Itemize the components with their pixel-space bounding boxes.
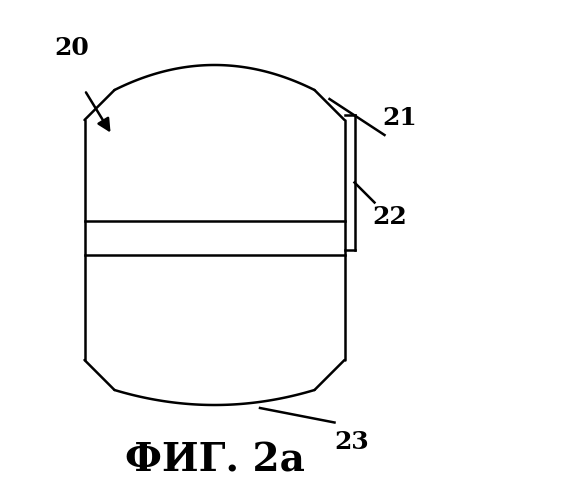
Text: 22: 22 bbox=[372, 205, 407, 229]
Text: 20: 20 bbox=[55, 36, 89, 60]
Text: 23: 23 bbox=[335, 430, 369, 454]
Text: ФИГ. 2a: ФИГ. 2a bbox=[125, 442, 304, 480]
Text: 21: 21 bbox=[382, 106, 417, 130]
